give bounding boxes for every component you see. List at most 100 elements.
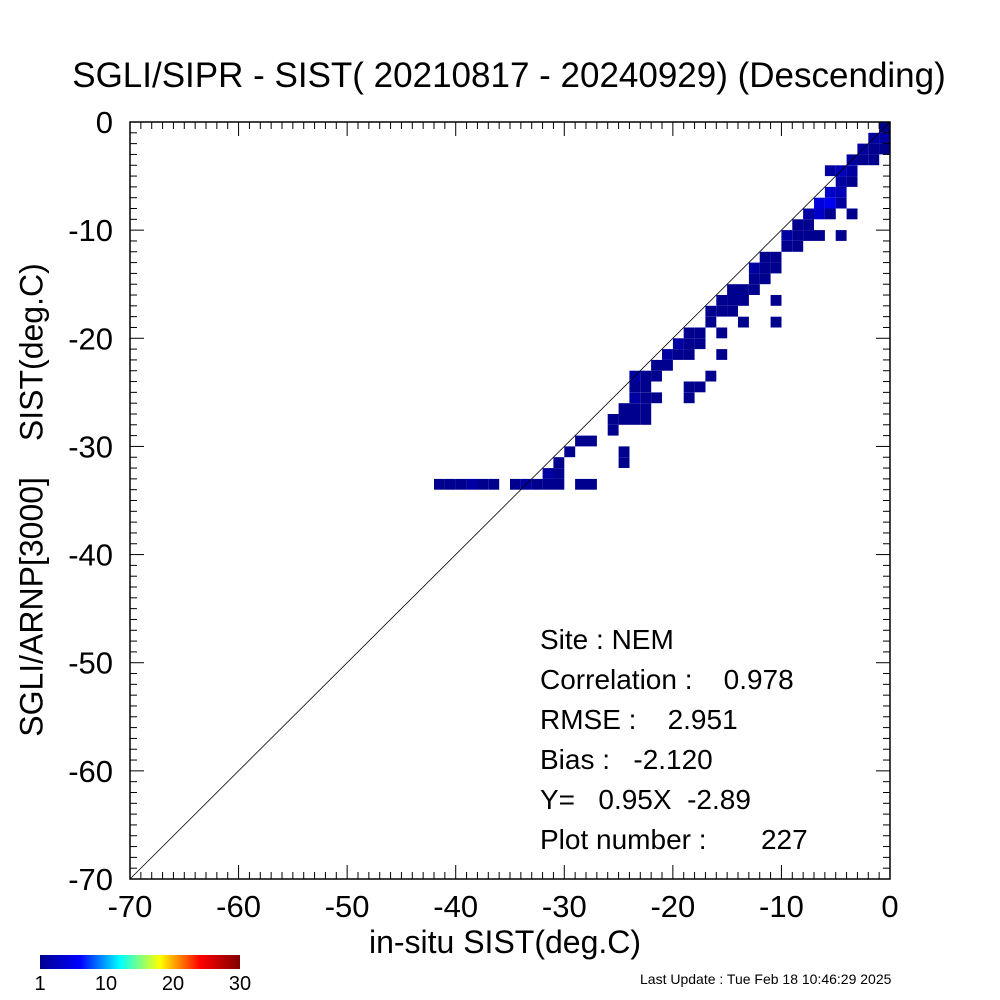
heatmap-cell bbox=[879, 143, 890, 155]
heatmap-cell bbox=[846, 165, 858, 177]
heatmap-cell bbox=[716, 295, 728, 306]
heatmap-cell bbox=[618, 446, 630, 458]
heatmap-cell bbox=[738, 316, 749, 328]
heatmap-cell bbox=[727, 295, 738, 306]
heatmap-cell bbox=[510, 478, 521, 490]
x-tick-label: 0 bbox=[881, 889, 898, 924]
heatmap-cell bbox=[748, 273, 760, 285]
heatmap-cell bbox=[466, 478, 478, 490]
heatmap-cell bbox=[803, 230, 814, 241]
heatmap-cell bbox=[683, 392, 695, 404]
heatmap-cell bbox=[672, 349, 684, 360]
heatmap-cell bbox=[824, 208, 836, 220]
heatmap-cell bbox=[531, 478, 543, 490]
colorbar-label-1: 1 bbox=[34, 973, 46, 995]
heatmap-cell bbox=[738, 295, 749, 306]
heatmap-cell bbox=[835, 186, 847, 198]
heatmap-cell bbox=[618, 403, 630, 414]
stat-correlation: Correlation : 0.978 bbox=[540, 664, 794, 695]
heatmap-cell bbox=[705, 370, 717, 382]
heatmap-cell bbox=[640, 381, 652, 393]
heatmap-cell bbox=[640, 392, 652, 404]
x-tick-label: -30 bbox=[542, 889, 587, 924]
heatmap-cell bbox=[651, 359, 662, 371]
heatmap-cell bbox=[542, 478, 554, 490]
heatmap-cell bbox=[835, 197, 847, 209]
heatmap-cell bbox=[705, 305, 717, 317]
heatmap-cell bbox=[564, 446, 576, 458]
heatmap-cell bbox=[662, 349, 673, 360]
heatmap-cell bbox=[803, 208, 814, 220]
heatmap-cell bbox=[824, 165, 836, 177]
heatmap-cell bbox=[651, 392, 662, 404]
heatmap-cell bbox=[727, 284, 738, 295]
heatmap-cell bbox=[575, 435, 586, 447]
heatmap-cell bbox=[748, 284, 760, 295]
stat-site: Site : NEM bbox=[540, 624, 674, 655]
y-tick-label: -10 bbox=[68, 213, 113, 248]
heatmap-cell bbox=[835, 176, 847, 187]
heatmap-cell bbox=[792, 230, 804, 241]
last-update-text: Last Update : Tue Feb 18 10:46:29 2025 bbox=[640, 971, 892, 987]
heatmap-cell bbox=[586, 435, 597, 447]
x-tick-label: -60 bbox=[216, 889, 261, 924]
heatmap-cell bbox=[434, 478, 445, 490]
x-tick-label: -10 bbox=[759, 889, 804, 924]
heatmap-cell bbox=[629, 414, 641, 425]
heatmap-cell bbox=[792, 219, 804, 231]
heatmap-cell bbox=[770, 251, 782, 263]
heatmap-cell bbox=[814, 208, 825, 220]
heatmap-cell bbox=[575, 478, 586, 490]
heatmap-cell bbox=[553, 457, 565, 468]
heatmap-cell bbox=[781, 230, 793, 241]
heatmap-cell bbox=[846, 176, 858, 187]
heatmap-cell bbox=[694, 338, 706, 350]
heatmap-cell bbox=[683, 349, 695, 360]
heatmap-cell bbox=[868, 143, 880, 155]
heatmap-cell bbox=[824, 197, 836, 209]
heatmap-cell bbox=[716, 349, 728, 360]
x-tick-label: -40 bbox=[433, 889, 478, 924]
heatmap-cell bbox=[857, 154, 869, 166]
heatmap-cell bbox=[738, 284, 749, 295]
heatmap-cell bbox=[651, 370, 662, 382]
heatmap-cell bbox=[629, 392, 641, 404]
heatmap-cell bbox=[683, 327, 695, 339]
y-tick-label: 0 bbox=[96, 105, 113, 140]
heatmap-cell bbox=[759, 273, 771, 285]
heatmap-cell bbox=[672, 338, 684, 350]
heatmap-cell bbox=[618, 414, 630, 425]
heatmap-cell bbox=[759, 251, 771, 263]
heatmap-cell bbox=[553, 478, 565, 490]
heatmap-cell bbox=[824, 186, 836, 198]
heatmap-cell bbox=[770, 262, 782, 274]
heatmap-cell bbox=[640, 370, 652, 382]
heatmap-cell bbox=[640, 403, 652, 414]
stat-plot-number: Plot number : 227 bbox=[540, 824, 808, 855]
stat-rmse: RMSE : 2.951 bbox=[540, 704, 738, 735]
heatmap-cell bbox=[640, 414, 652, 425]
y-tick-label: -20 bbox=[68, 321, 113, 356]
x-tick-label: -20 bbox=[650, 889, 695, 924]
heatmap-cell bbox=[694, 327, 706, 339]
heatmap-cell bbox=[662, 359, 673, 371]
heatmap-cell bbox=[814, 197, 825, 209]
stat-bias: Bias : -2.120 bbox=[540, 744, 713, 775]
y-tick-label: -70 bbox=[68, 862, 113, 897]
stat-regression: Y= 0.95X -2.89 bbox=[540, 784, 751, 815]
colorbar-label-10: 10 bbox=[94, 973, 118, 995]
heatmap-cell bbox=[748, 262, 760, 274]
heatmap-cell bbox=[716, 305, 728, 317]
one-to-one-line bbox=[129, 121, 891, 880]
heatmap-cell bbox=[792, 241, 804, 252]
y-tick-label: -30 bbox=[68, 429, 113, 464]
y-tick-label: -50 bbox=[68, 646, 113, 681]
heatmap-cell bbox=[607, 414, 619, 425]
x-tick-label: -50 bbox=[325, 889, 370, 924]
heatmap-cell bbox=[759, 262, 771, 274]
heatmap-cell bbox=[586, 478, 597, 490]
heatmap-cell bbox=[629, 403, 641, 414]
stats-box: Site : NEM Correlation : 0.978 RMSE : 2.… bbox=[540, 620, 808, 860]
heatmap-cell bbox=[705, 316, 717, 328]
